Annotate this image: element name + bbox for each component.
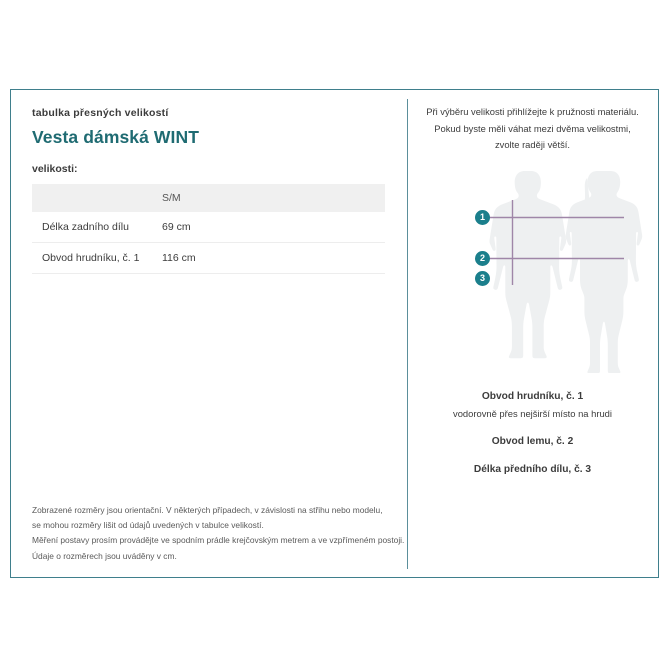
- size-table-head: S/M: [32, 184, 385, 212]
- sizing-advice: Při výběru velikosti přihlížejte k pružn…: [415, 104, 650, 154]
- table-header-blank: [32, 184, 154, 212]
- note-line-1: Zobrazené rozměry jsou orientační. V něk…: [32, 505, 383, 515]
- right-panel: Při výběru velikosti přihlížejte k pružn…: [407, 90, 658, 577]
- row-filler: [252, 242, 385, 274]
- table-header-sm: S/M: [154, 184, 252, 212]
- table-header-filler: [252, 184, 385, 212]
- caption-1-title: Obvod hrudníku, č. 1: [481, 391, 584, 402]
- size-table: S/M Délka zadního dílu 69 cm Obvod hrudn…: [32, 184, 385, 274]
- sizes-label: velikosti:: [32, 163, 78, 175]
- row-value: 69 cm: [154, 212, 252, 243]
- male-figure-icon: [489, 171, 567, 359]
- note-line-3: Měření postavy prosím provádějte ve spod…: [32, 535, 405, 546]
- caption-1-subtitle: vodorovně přes nejširší místo na hrudi: [453, 408, 612, 419]
- advice-line-3: zvolte raději větší.: [494, 139, 571, 150]
- disclaimer-note: Zobrazené rozměry jsou orientační. V něk…: [32, 503, 405, 564]
- size-chart-card: tabulka přesných velikostí Vesta dámská …: [10, 89, 659, 578]
- row-filler: [252, 212, 385, 243]
- figures-svg: [489, 171, 643, 373]
- measurement-marker-2: 2: [475, 251, 490, 266]
- row-value: 116 cm: [154, 242, 252, 274]
- female-figure-icon: [565, 171, 643, 373]
- note-line-4: Údaje o rozměrech jsou uváděny v cm.: [32, 550, 177, 561]
- measurement-captions: Obvod hrudníku, č. 1 vodorovně přes nejš…: [415, 388, 650, 478]
- table-row: Délka zadního dílu 69 cm: [32, 212, 385, 243]
- table-header-row: S/M: [32, 184, 385, 212]
- eyebrow-label: tabulka přesných velikostí: [32, 107, 169, 119]
- size-table-body: Délka zadního dílu 69 cm Obvod hrudníku,…: [32, 212, 385, 274]
- row-label: Obvod hrudníku, č. 1: [32, 242, 154, 274]
- caption-spacer: [415, 450, 650, 461]
- caption-spacer: [415, 422, 650, 433]
- measurement-marker-3: 3: [475, 271, 490, 286]
- body-measurement-diagram: 1 2 3: [412, 168, 655, 373]
- table-row: Obvod hrudníku, č. 1 116 cm: [32, 242, 385, 274]
- page-title: Vesta dámská WINT: [32, 127, 200, 147]
- note-line-2: se mohou rozměry lišit od údajů uvedenýc…: [32, 520, 264, 531]
- caption-2-title: Obvod lemu, č. 2: [491, 436, 574, 447]
- advice-line-1: Při výběru velikosti přihlížejte k pružn…: [426, 106, 639, 117]
- vertical-divider: [407, 99, 408, 569]
- caption-3-title: Délka předního dílu, č. 3: [473, 464, 592, 475]
- advice-line-2: Pokud byste měli váhat mezi dvěma veliko…: [434, 122, 631, 134]
- measurement-marker-1: 1: [475, 210, 490, 225]
- row-label: Délka zadního dílu: [32, 212, 154, 243]
- left-panel: tabulka přesných velikostí Vesta dámská …: [11, 90, 407, 577]
